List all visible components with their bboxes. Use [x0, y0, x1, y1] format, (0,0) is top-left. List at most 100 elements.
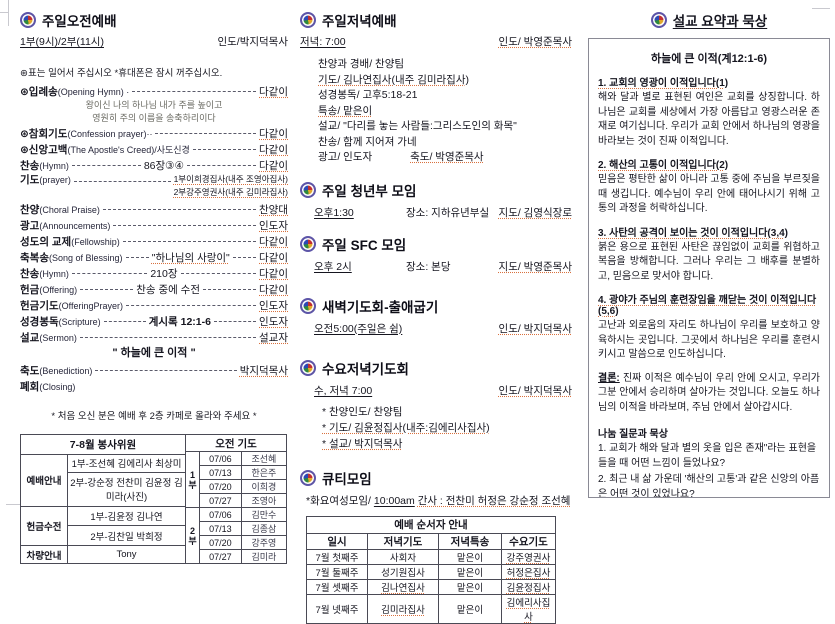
evening-service-header: 주일저녁예배	[300, 10, 572, 30]
liturgy-right: 다같이	[259, 85, 288, 98]
liturgy-right: 다같이	[259, 251, 289, 264]
section-bullet-icon	[300, 181, 316, 198]
table-row: 7월 첫째주 사회자 맡은이 강주영권사	[306, 548, 556, 565]
name-cell: 이희경	[240, 479, 288, 494]
duty-cell: 성기원집사	[367, 563, 439, 580]
duty-col-header: 수요기도	[501, 532, 556, 550]
share-question: 2. 최근 내 삶 가운데 '해산의 고통'과 같은 신앙의 아픔은 어떤 것이…	[598, 474, 820, 498]
liturgy-row: 성경봉독(Scripture) 계시록 12:1-6 인도자	[20, 313, 288, 329]
dash-leader	[213, 320, 257, 322]
service-leader: 인도/ 박영준목사	[498, 36, 572, 48]
dawn-prayer-section: 새벽기도회-출애굽기 오전5:00(주일은 쉼) 인도/ 박지덕목사	[300, 296, 572, 336]
duty-col-header: 저녁기도	[367, 532, 439, 550]
date-cell: 07/13	[199, 521, 242, 536]
order-line: 찬송/ 함께 지어져 가네	[318, 135, 417, 148]
youth-meeting-section: 주일 청년부 모임 오후1:30 장소: 지하유년부실 지도/ 김영식장로	[300, 180, 572, 220]
order-line: 특송/ 맡은이	[318, 104, 373, 117]
morning-service-subheader: 1부(9시)/2부(11시) 인도/박지덕목사	[20, 34, 288, 49]
sermon-point-body: 해와 달과 별로 표현된 여인은 교회를 상징합니다. 하나님은 교회를 세상에…	[598, 92, 820, 147]
service-part-cell: 1부	[185, 451, 200, 508]
share-questions-heading: 나눔 질문과 묵상	[598, 429, 668, 440]
meeting-time: 수, 저녁 7:00	[314, 384, 373, 397]
dash-leader	[180, 272, 257, 274]
duty-cell: 맡은이	[438, 548, 502, 565]
sermon-summary-column: 설교 요약과 묵상 하늘에 큰 이적(계12:1-6) 1. 교회의 영광이 이…	[588, 0, 830, 498]
sermon-title-line: " 하늘에 큰 이적 "	[112, 347, 196, 359]
duty-col-header: 일시	[306, 532, 368, 550]
section-title: 주일 청년부 모임	[322, 183, 417, 199]
section-bullet-icon	[20, 12, 36, 28]
volunteer-cell: 2부-강순정 전찬미 김윤정 김미라(사진)	[67, 471, 186, 507]
date-cell: 07/27	[199, 493, 242, 508]
liturgy-row: 광고(Announcements) 인도자	[20, 217, 288, 233]
sermon-conclusion: 결론: 진짜 이적은 예수님이 우리 안에 오시고, 우리가 그분 안에서 승리…	[598, 372, 821, 413]
liturgy-row: 폐회(Closing)	[20, 378, 288, 394]
liturgy-label: 축복송(Song of Blessing)	[20, 251, 123, 264]
liturgy-row: 헌금기도(OfferingPrayer) 인도자	[20, 297, 288, 313]
liturgy-row: 헌금(Offering) 찬송 중에 수전 다같이	[20, 281, 288, 297]
duty-cell: 사회자	[367, 548, 439, 565]
liturgy-label: ⊛참회기도(Confession prayer)··	[20, 127, 153, 140]
service-leader: 인도/박지덕목사	[217, 36, 288, 48]
liturgy-row: ⊛참회기도(Confession prayer)·· 다같이	[20, 125, 288, 141]
table-row: 7월 셋째주 김나연집사 맡은이 김윤정집사	[306, 578, 556, 595]
section-title: 설교 요약과 묵상	[672, 14, 768, 29]
duty-cell: 7월 둘째주	[306, 563, 368, 580]
order-line: * 찬양인도/ 찬양팀	[322, 405, 403, 418]
section-title: 주일저녁예배	[322, 14, 397, 29]
dash-leader	[102, 208, 257, 210]
date-cell: 07/20	[199, 479, 242, 494]
dash-leader	[232, 256, 257, 258]
liturgy-right: 다같이	[259, 235, 288, 248]
duty-cell: 7월 넷째주	[306, 593, 368, 624]
liturgy-row: 성도의 교제(Fellowship) 다같이	[20, 233, 288, 249]
duty-cell: 김에리사집사	[501, 593, 556, 624]
qt-meeting-info: *화요여성모임/ 10:00am 간사 : 전찬미 허정은 강순정 조선혜	[306, 493, 572, 508]
liturgy-label: 광고(Announcements)	[20, 219, 111, 232]
liturgy-label: 찬송(Hymn)	[20, 267, 69, 280]
date-cell: 07/27	[199, 549, 242, 564]
order-line: * 설교/ 박지덕목사	[322, 437, 403, 450]
meeting-place: 장소: 지하유년부실	[406, 206, 490, 219]
liturgy-label: 성경봉독(Scripture)	[20, 315, 101, 328]
liturgy-label: 성도의 교제(Fellowship)	[20, 235, 120, 248]
section-title: 수요저녁기도회	[322, 361, 409, 377]
volunteer-cell: 2부-김찬일 박희정	[67, 525, 186, 547]
date-cell: 07/06	[199, 451, 242, 466]
dash-leader	[103, 320, 146, 322]
date-cell: 07/06	[199, 507, 242, 522]
service-time: 저녁: 7:00	[300, 36, 346, 48]
duty-cell: 맡은이	[438, 593, 502, 624]
liturgy-right: 인도자	[259, 219, 288, 232]
liturgy-center: 찬송 중에 수전	[136, 283, 200, 296]
wednesday-prayer-section: 수요저녁기도회 수, 저녁 7:00 인도/ 박지덕목사 * 찬양인도/ 찬양팀…	[300, 358, 572, 452]
meeting-time: 오전5:00(주일은 쉼)	[314, 322, 403, 335]
page-crop-mark	[6, 504, 20, 505]
meeting-place: 장소: 본당	[406, 260, 451, 273]
liturgy-label: 찬송(Hymn)	[20, 159, 69, 172]
liturgy-right: 다같이	[259, 127, 288, 140]
liturgy-right: 다같이	[259, 159, 289, 172]
liturgy-center: "하나님의 사랑이"	[151, 251, 230, 264]
liturgy-row: 설교(Sermon) 설교자	[20, 329, 288, 345]
dash-leader	[79, 336, 257, 338]
meeting-leader: 지도/ 김영식장로	[498, 206, 572, 219]
table-row: 7월 둘째주 성기원집사 맡은이 허정은집사	[306, 563, 556, 580]
duty-col-header: 저녁특송	[438, 532, 502, 550]
service-duty-table: 예배 순서자 안내 일시 저녁기도 저녁특송 수요기도 7월 첫째주 사회자 맡…	[306, 515, 556, 624]
volunteer-table: 7-8월 봉사위원 예배안내 1부-조선혜 김에리사 최상미 2부-강순정 전찬…	[20, 434, 186, 564]
dash-leader	[113, 224, 257, 226]
sermon-summary-header: 설교 요약과 묵상	[588, 10, 830, 30]
date-cell: 07/13	[199, 465, 242, 480]
liturgy-row: 찬송(Hymn) 86장③④ 다같이	[20, 157, 288, 173]
duty-cell: 김윤정집사	[501, 578, 556, 595]
liturgy-right: 인도자	[259, 315, 289, 328]
dash-leader	[126, 304, 257, 306]
dash-leader	[203, 288, 257, 290]
dash-leader	[73, 180, 171, 182]
dawn-prayer-info: 오전5:00(주일은 쉼) 인도/ 박지덕목사	[314, 321, 572, 336]
table-row: 7월 넷째주 김미라집사 맡은이 김에리사집사	[306, 593, 556, 624]
duty-cell: 7월 셋째주	[306, 578, 368, 595]
morning-prayer-table: 오전 기도 1부 07/06 조선혜 07/13 한은주 07/20 이희경 07/…	[185, 434, 288, 564]
name-cell: 강주영	[240, 535, 288, 550]
